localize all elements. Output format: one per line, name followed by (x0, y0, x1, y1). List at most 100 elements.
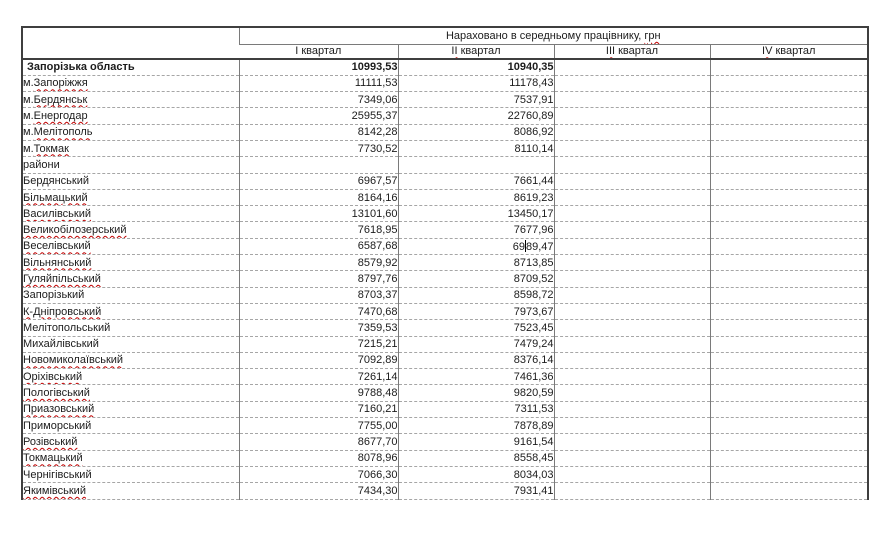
value-cell-q1[interactable]: 8677,70 (238, 433, 398, 451)
value-cell-q2[interactable]: 7523,45 (397, 319, 554, 337)
value-cell-q4[interactable] (709, 205, 869, 223)
value-cell-q2[interactable]: 8619,23 (397, 189, 554, 207)
value-cell-q1[interactable]: 7261,14 (238, 368, 398, 386)
region-name-cell[interactable]: м.Бердянськ (22, 91, 239, 109)
value-cell-q1[interactable]: 10993,53 (238, 59, 398, 76)
value-cell-q3[interactable] (553, 319, 710, 337)
value-cell-q4[interactable] (709, 238, 869, 256)
value-cell-q2[interactable]: 7931,41 (397, 482, 554, 500)
value-cell-q1[interactable]: 8078,96 (238, 450, 398, 467)
value-cell-q2[interactable]: 7479,24 (397, 336, 554, 353)
region-name-cell[interactable]: Більмацький (22, 189, 239, 207)
value-cell-q4[interactable] (709, 433, 869, 451)
value-cell-q1[interactable]: 7434,30 (238, 482, 398, 500)
value-cell-q3[interactable] (553, 75, 710, 93)
value-cell-q3[interactable] (553, 270, 710, 288)
region-name-cell[interactable]: Оріхівський (22, 368, 239, 386)
value-cell-q2[interactable]: 6989,47 (397, 238, 554, 256)
value-cell-q1[interactable]: 8703,37 (238, 287, 398, 304)
value-cell-q4[interactable] (709, 401, 869, 419)
value-cell-q4[interactable] (709, 189, 869, 207)
value-cell-q1[interactable]: 8797,76 (238, 270, 398, 288)
value-cell-q2[interactable]: 10940,35 (397, 59, 554, 76)
value-cell-q2[interactable]: 7677,96 (397, 221, 554, 239)
value-cell-q3[interactable] (553, 401, 710, 419)
value-cell-q3[interactable] (553, 59, 710, 76)
value-cell-q3[interactable] (553, 287, 710, 304)
region-name-cell[interactable]: м.Токмак (22, 140, 239, 158)
value-cell-q1[interactable]: 7092,89 (238, 352, 398, 370)
value-cell-q3[interactable] (553, 433, 710, 451)
value-cell-q1[interactable]: 7359,53 (238, 319, 398, 337)
value-cell-q3[interactable] (553, 336, 710, 353)
value-cell-q2[interactable]: 13450,17 (397, 205, 554, 223)
value-cell-q2[interactable] (397, 156, 554, 174)
value-cell-q3[interactable] (553, 189, 710, 207)
value-cell-q1[interactable]: 6587,68 (238, 238, 398, 256)
value-cell-q2[interactable]: 8709,52 (397, 270, 554, 288)
value-cell-q4[interactable] (709, 156, 869, 174)
region-name-cell[interactable]: Приморський (22, 417, 239, 435)
value-cell-q4[interactable] (709, 466, 869, 484)
value-cell-q2[interactable]: 9161,54 (397, 433, 554, 451)
value-cell-q4[interactable] (709, 107, 869, 125)
value-cell-q3[interactable] (553, 140, 710, 158)
value-cell-q4[interactable] (709, 384, 869, 402)
region-name-cell[interactable]: Розівський (22, 433, 239, 451)
region-name-cell[interactable]: Бердянський (22, 173, 239, 190)
value-cell-q3[interactable] (553, 482, 710, 500)
column-header-q3[interactable]: III квартал (553, 44, 710, 60)
value-cell-q4[interactable] (709, 417, 869, 435)
value-cell-q3[interactable] (553, 352, 710, 370)
value-cell-q4[interactable] (709, 482, 869, 500)
region-name-cell[interactable]: Приазовський (22, 401, 239, 419)
region-name-cell[interactable]: Запорізький (22, 287, 239, 304)
value-cell-q4[interactable] (709, 450, 869, 467)
value-cell-q4[interactable] (709, 287, 869, 304)
region-name-cell[interactable]: Василівський (22, 205, 239, 223)
value-cell-q2[interactable]: 8086,92 (397, 124, 554, 141)
value-cell-q1[interactable]: 7618,95 (238, 221, 398, 239)
value-cell-q4[interactable] (709, 303, 869, 321)
value-cell-q2[interactable]: 7537,91 (397, 91, 554, 109)
value-cell-q1[interactable]: 25955,37 (238, 107, 398, 125)
region-name-cell[interactable]: Михайлівський (22, 336, 239, 353)
region-name-cell[interactable]: Чернігівський (22, 466, 239, 484)
region-name-cell[interactable]: Вільнянський (22, 254, 239, 272)
value-cell-q2[interactable]: 9820,59 (397, 384, 554, 402)
region-name-cell[interactable]: Веселівський (22, 238, 239, 256)
value-cell-q1[interactable]: 7755,00 (238, 417, 398, 435)
value-cell-q4[interactable] (709, 352, 869, 370)
value-cell-q2[interactable]: 8376,14 (397, 352, 554, 370)
value-cell-q1[interactable]: 13101,60 (238, 205, 398, 223)
column-header-q2[interactable]: II квартал (397, 44, 554, 60)
value-cell-q4[interactable] (709, 319, 869, 337)
value-cell-q3[interactable] (553, 221, 710, 239)
value-cell-q2[interactable]: 7973,67 (397, 303, 554, 321)
value-cell-q4[interactable] (709, 368, 869, 386)
value-cell-q2[interactable]: 8110,14 (397, 140, 554, 158)
value-cell-q3[interactable] (553, 238, 710, 256)
value-cell-q2[interactable]: 7311,53 (397, 401, 554, 419)
column-header-q4[interactable]: IV квартал (709, 44, 869, 60)
value-cell-q1[interactable]: 7730,52 (238, 140, 398, 158)
table-title-cell[interactable]: Нараховано в середньому працівнику, грн (238, 27, 869, 45)
value-cell-q1[interactable]: 7349,06 (238, 91, 398, 109)
value-cell-q2[interactable]: 7661,44 (397, 173, 554, 190)
corner-header-cell[interactable] (22, 27, 239, 60)
region-name-cell[interactable]: Запорізька область (22, 59, 239, 76)
value-cell-q4[interactable] (709, 140, 869, 158)
value-cell-q4[interactable] (709, 221, 869, 239)
value-cell-q4[interactable] (709, 124, 869, 141)
region-name-cell[interactable]: м.Запоріжжя (22, 75, 239, 93)
value-cell-q1[interactable]: 8164,16 (238, 189, 398, 207)
value-cell-q1[interactable]: 7470,68 (238, 303, 398, 321)
value-cell-q3[interactable] (553, 466, 710, 484)
value-cell-q4[interactable] (709, 91, 869, 109)
region-name-cell[interactable]: райони (22, 156, 239, 174)
value-cell-q3[interactable] (553, 156, 710, 174)
value-cell-q4[interactable] (709, 173, 869, 190)
region-name-cell[interactable]: Мелітопольський (22, 319, 239, 337)
value-cell-q1[interactable]: 8579,92 (238, 254, 398, 272)
value-cell-q4[interactable] (709, 59, 869, 76)
